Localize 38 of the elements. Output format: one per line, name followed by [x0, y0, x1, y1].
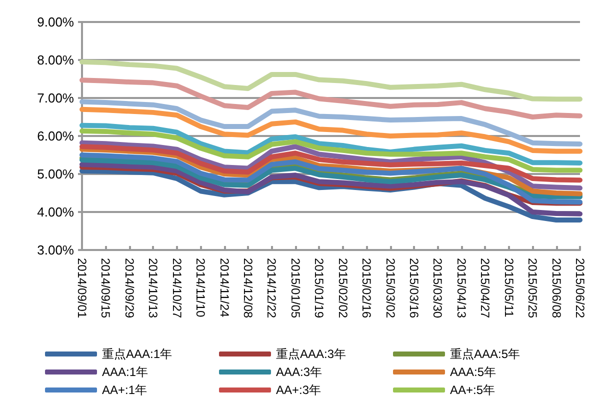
y-tick-label: 6.00% — [37, 128, 74, 144]
y-tick-label: 9.00% — [37, 14, 74, 30]
legend-label: AA+:5年 — [450, 383, 496, 397]
legend-label: AA+:3年 — [276, 383, 322, 397]
x-tick-label: 2015/01/19 — [312, 258, 326, 318]
x-tick-label: 2014/12/22 — [264, 258, 279, 318]
x-tick-label: 2014/11/10 — [194, 258, 208, 318]
y-tick-label: 3.00% — [37, 242, 74, 258]
x-tick-label: 2014/09/15 — [98, 258, 113, 318]
legend-label: AA+:1年 — [102, 383, 148, 397]
y-tick-label: 4.00% — [37, 204, 74, 220]
x-tick-label: 2015/02/02 — [336, 258, 350, 318]
legend-label: 重点AAA:5年 — [450, 347, 520, 361]
x-tick-label: 2014/12/08 — [241, 258, 255, 318]
x-tick-label: 2015/03/30 — [430, 258, 445, 318]
legend-label: AAA:1年 — [102, 365, 148, 379]
x-tick-label: 2015/06/22 — [573, 258, 587, 318]
x-tick-label: 2014/09/01 — [75, 258, 89, 318]
y-tick-label: 7.00% — [37, 90, 74, 106]
legend-label: 重点AAA:3年 — [276, 347, 346, 361]
x-tick-label: 2015/03/02 — [383, 258, 398, 318]
x-tick-label: 2015/01/05 — [288, 258, 302, 318]
legend-label: 重点AAA:1年 — [102, 347, 172, 361]
x-tick-label: 2014/11/24 — [217, 258, 232, 318]
x-tick-label: 2015/05/25 — [526, 258, 540, 318]
x-tick-label: 2015/04/27 — [478, 258, 492, 318]
x-tick-label: 2015/02/16 — [360, 258, 374, 318]
x-tick-label: 2015/05/11 — [502, 258, 516, 318]
x-tick-label: 2015/06/08 — [549, 258, 564, 318]
x-tick-label: 2014/10/13 — [146, 258, 160, 318]
x-tick-label: 2014/09/29 — [122, 258, 136, 318]
y-tick-label: 5.00% — [37, 166, 74, 182]
x-tick-label: 2015/03/16 — [407, 258, 421, 318]
legend-label: AAA:3年 — [276, 365, 322, 379]
x-tick-label: 2014/10/27 — [170, 258, 184, 318]
y-tick-label: 8.00% — [37, 52, 74, 68]
x-tick-label: 2015/04/13 — [454, 258, 468, 318]
legend-label: AAA:5年 — [450, 365, 496, 379]
